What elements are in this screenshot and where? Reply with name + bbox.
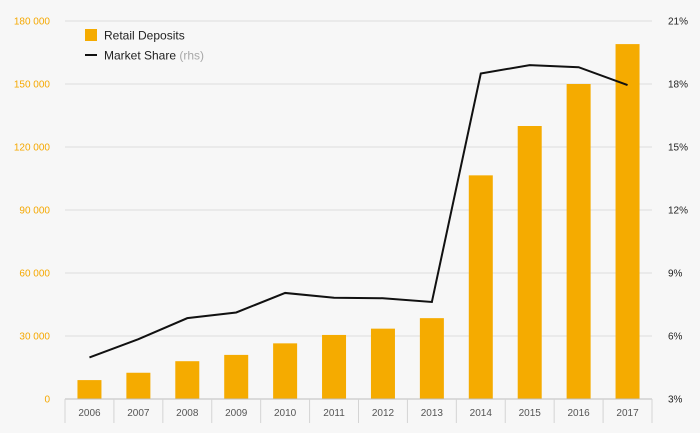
bar-retail-deposits-2010: [273, 343, 298, 399]
x-axis-tick-label: 2017: [616, 408, 639, 419]
right-axis-tick-label: 6%: [668, 332, 683, 343]
bar-retail-deposits-2007: [126, 372, 151, 399]
legend-bar-swatch: [85, 29, 97, 41]
bar-retail-deposits-2016: [566, 84, 591, 399]
x-axis-tick-label: 2012: [372, 408, 395, 419]
bar-series: [77, 44, 640, 399]
x-axis-tick-label: 2006: [78, 408, 101, 419]
legend-label-market-share-main: Market Share: [104, 49, 176, 63]
x-axis-tick-label: 2014: [470, 408, 493, 419]
left-axis-tick-label: 30 000: [19, 332, 50, 343]
right-axis-tick-label: 3%: [668, 395, 683, 406]
bar-retail-deposits-2013: [419, 318, 444, 399]
bar-retail-deposits-2009: [224, 354, 249, 399]
legend-label-retail-deposits: Retail Deposits: [104, 29, 185, 43]
right-axis-tick-label: 21%: [668, 17, 688, 28]
bar-retail-deposits-2015: [517, 126, 542, 399]
right-axis-tick-label: 9%: [668, 269, 683, 280]
left-axis-tick-label: 90 000: [19, 206, 50, 217]
x-axis-tick-label: 2013: [421, 408, 444, 419]
right-axis-tick-label: 15%: [668, 143, 688, 154]
x-axis-tick-label: 2016: [568, 408, 591, 419]
bar-retail-deposits-2008: [175, 361, 200, 399]
bar-retail-deposits-2014: [468, 175, 493, 399]
legend-label-market-share-suffix: (rhs): [176, 49, 204, 63]
left-axis-tick-label: 180 000: [14, 17, 51, 28]
line-market-share: [89, 64, 628, 359]
left-axis-tick-label: 60 000: [19, 269, 50, 280]
left-axis-tick-label: 120 000: [14, 143, 51, 154]
bar-retail-deposits-2012: [370, 328, 395, 399]
x-axis-tick-label: 2015: [519, 408, 542, 419]
line-series: [89, 64, 628, 359]
x-axis-tick-label: 2008: [176, 408, 199, 419]
bar-retail-deposits-2011: [322, 334, 347, 399]
bar-retail-deposits-2006: [77, 380, 102, 399]
left-axis-tick-label: 0: [44, 395, 50, 406]
legend: Retail Deposits Market Share (rhs): [85, 29, 204, 63]
right-axis-tick-label: 18%: [668, 80, 688, 91]
right-axis-tick-label: 12%: [668, 206, 688, 217]
left-axis-tick-label: 150 000: [14, 80, 51, 91]
x-axis-tick-label: 2007: [127, 408, 150, 419]
axes: 0 30 000 60 000 90 000 120 000 150 000 180 000…: [14, 17, 688, 423]
x-axis-tick-label: 2011: [323, 408, 345, 419]
bar-retail-deposits-2017: [615, 44, 640, 399]
x-axis-tick-label: 2009: [225, 408, 248, 419]
grid-layer: [65, 20, 652, 337]
legend-label-market-share: Market Share (rhs): [104, 49, 204, 63]
x-axis-tick-label: 2010: [274, 408, 297, 419]
